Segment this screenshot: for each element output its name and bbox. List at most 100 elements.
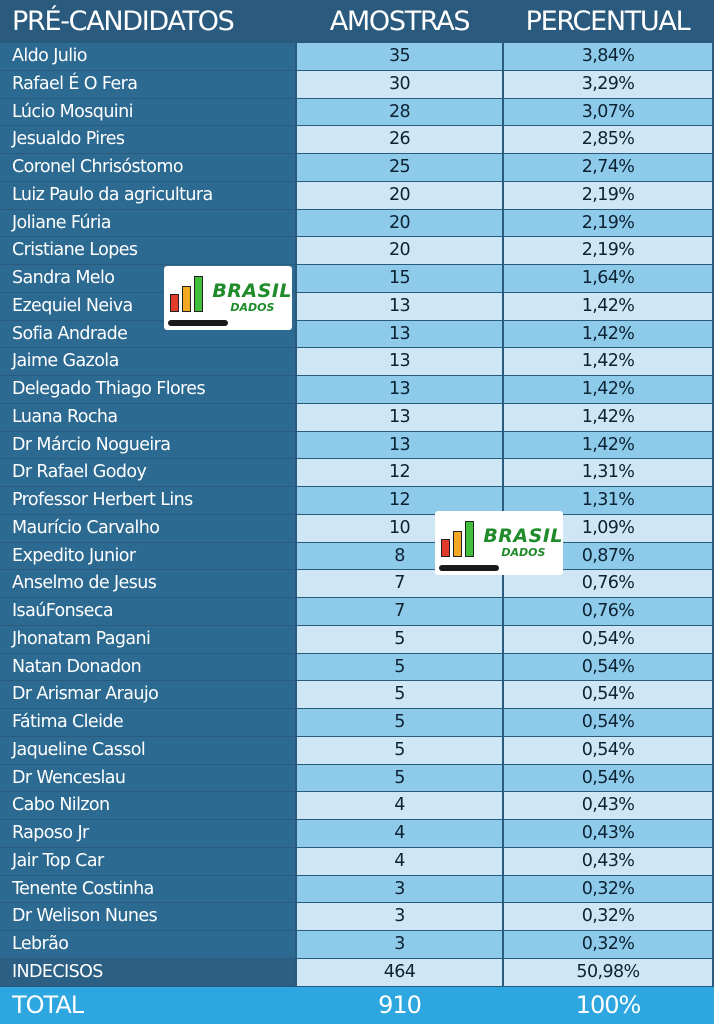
table-row: Luana Rocha 13 1,42% [0,403,714,432]
candidate-name: Jaqueline Cassol [0,736,295,764]
percent-cell: 3,29% [504,70,712,98]
header-candidates: PRÉ-CANDIDATOS [12,6,235,37]
table-row: INDECISOS 464 50,98% [0,958,714,987]
percent-cell: 2,19% [504,209,712,237]
bar-chart-icon [439,521,481,565]
percent-cell: 2,85% [504,126,712,153]
brasil-dados-logo: BRASIL DADOS [164,266,292,330]
header-samples: AMOSTRAS [329,6,471,37]
logo-brand: BRASIL [483,525,563,547]
table-row: Anselmo de Jesus 7 0,76% [0,570,714,598]
candidate-name: Tenente Costinha [0,875,295,903]
samples-cell: 7 [297,598,502,625]
samples-cell: 4 [297,820,502,847]
total-samples: 910 [378,991,422,1019]
candidate-name: Dr Welison Nunes [0,903,295,930]
percent-cell: 0,43% [504,820,712,847]
percent-cell: 3,84% [504,43,712,70]
candidate-name: Rafael É O Fera [0,70,295,98]
candidate-name: Dr Arismar Araujo [0,681,295,708]
table-row: Delegado Thiago Flores 13 1,42% [0,376,714,404]
candidate-name: Expedito Junior [0,542,295,570]
samples-cell: 15 [297,265,502,292]
samples-cell: 13 [297,348,502,375]
table-row: Tenente Costinha 3 0,32% [0,875,714,904]
percent-cell: 0,54% [504,736,712,764]
percent-cell: 3,07% [504,98,712,126]
samples-cell: 5 [297,681,502,708]
candidate-name: Jhonatam Pagani [0,625,295,653]
samples-cell: 30 [297,70,502,98]
candidate-name: Sofia Andrade [0,320,295,348]
candidate-name: Aldo Julio [0,43,295,70]
candidate-name: Delegado Thiago Flores [0,376,295,403]
table-row: Joliane Fúria 20 2,19% [0,209,714,238]
samples-cell: 5 [297,709,502,736]
table-row: IsaúFonseca 7 0,76% [0,598,714,626]
percent-cell: 0,54% [504,764,712,792]
candidate-name: Maurício Carvalho [0,514,295,542]
table-row: Ezequiel Neiva 13 1,42% [0,292,714,321]
table-row: Maurício Carvalho 10 1,09% [0,514,714,543]
table-row: Dr Welison Nunes 3 0,32% [0,903,714,931]
samples-cell: 464 [297,958,502,986]
table-row: Sofia Andrade 13 1,42% [0,320,714,349]
samples-cell: 4 [297,792,502,819]
table-row: Dr Wenceslau 5 0,54% [0,764,714,793]
table-row: Fátima Cleide 5 0,54% [0,709,714,737]
table-body: Aldo Julio 35 3,84% Rafael É O Fera 30 3,29% L… [0,43,714,987]
samples-cell: 25 [297,154,502,181]
table-row: Jaqueline Cassol 5 0,54% [0,736,714,765]
candidate-name: Cabo Nilzon [0,792,295,819]
samples-cell: 5 [297,653,502,681]
samples-cell: 13 [297,376,502,403]
percent-cell: 0,76% [504,598,712,625]
total-row: TOTAL 910 100% [0,987,714,1024]
header-percent: PERCENTUAL [525,6,691,37]
percent-cell: 1,42% [504,376,712,403]
table-row: Rafael É O Fera 30 3,29% [0,70,714,99]
table-row: Jesualdo Pires 26 2,85% [0,126,714,154]
percent-cell: 1,42% [504,292,712,320]
table-row: Professor Herbert Lins 12 1,31% [0,487,714,515]
candidate-name: Dr Márcio Nogueira [0,431,295,459]
percent-cell: 1,31% [504,487,712,514]
samples-cell: 13 [297,431,502,459]
bar-chart-icon [168,276,210,320]
samples-cell: 5 [297,625,502,653]
logo-sub: DADOS [501,546,546,559]
samples-cell: 20 [297,209,502,237]
percent-cell: 1,42% [504,348,712,375]
samples-cell: 13 [297,292,502,320]
samples-cell: 35 [297,43,502,70]
table-row: Luiz Paulo da agricultura 20 2,19% [0,181,714,210]
total-percent: 100% [575,991,642,1019]
hand-icon [168,320,228,326]
samples-cell: 28 [297,98,502,126]
table-row: Aldo Julio 35 3,84% [0,43,714,71]
candidate-name: Natan Donadon [0,653,295,681]
percent-cell: 0,32% [504,931,712,958]
percent-cell: 2,74% [504,154,712,181]
candidate-name: IsaúFonseca [0,598,295,625]
samples-cell: 5 [297,764,502,792]
percent-cell: 1,31% [504,459,712,486]
hand-icon [439,565,499,571]
table-row: Cabo Nilzon 4 0,43% [0,792,714,820]
samples-cell: 5 [297,736,502,764]
table-row: Jair Top Car 4 0,43% [0,847,714,876]
total-label: TOTAL [12,991,84,1019]
samples-cell: 26 [297,126,502,153]
candidate-name: Professor Herbert Lins [0,487,295,514]
samples-cell: 12 [297,459,502,486]
candidate-name: Joliane Fúria [0,209,295,237]
table-row: Jaime Gazola 13 1,42% [0,348,714,376]
table-row: Cristiane Lopes 20 2,19% [0,237,714,265]
table-row: Jhonatam Pagani 5 0,54% [0,625,714,654]
percent-cell: 0,32% [504,903,712,930]
samples-cell: 3 [297,903,502,930]
table-row: Natan Donadon 5 0,54% [0,653,714,682]
samples-cell: 3 [297,931,502,958]
samples-cell: 20 [297,181,502,209]
percent-cell: 0,54% [504,709,712,736]
